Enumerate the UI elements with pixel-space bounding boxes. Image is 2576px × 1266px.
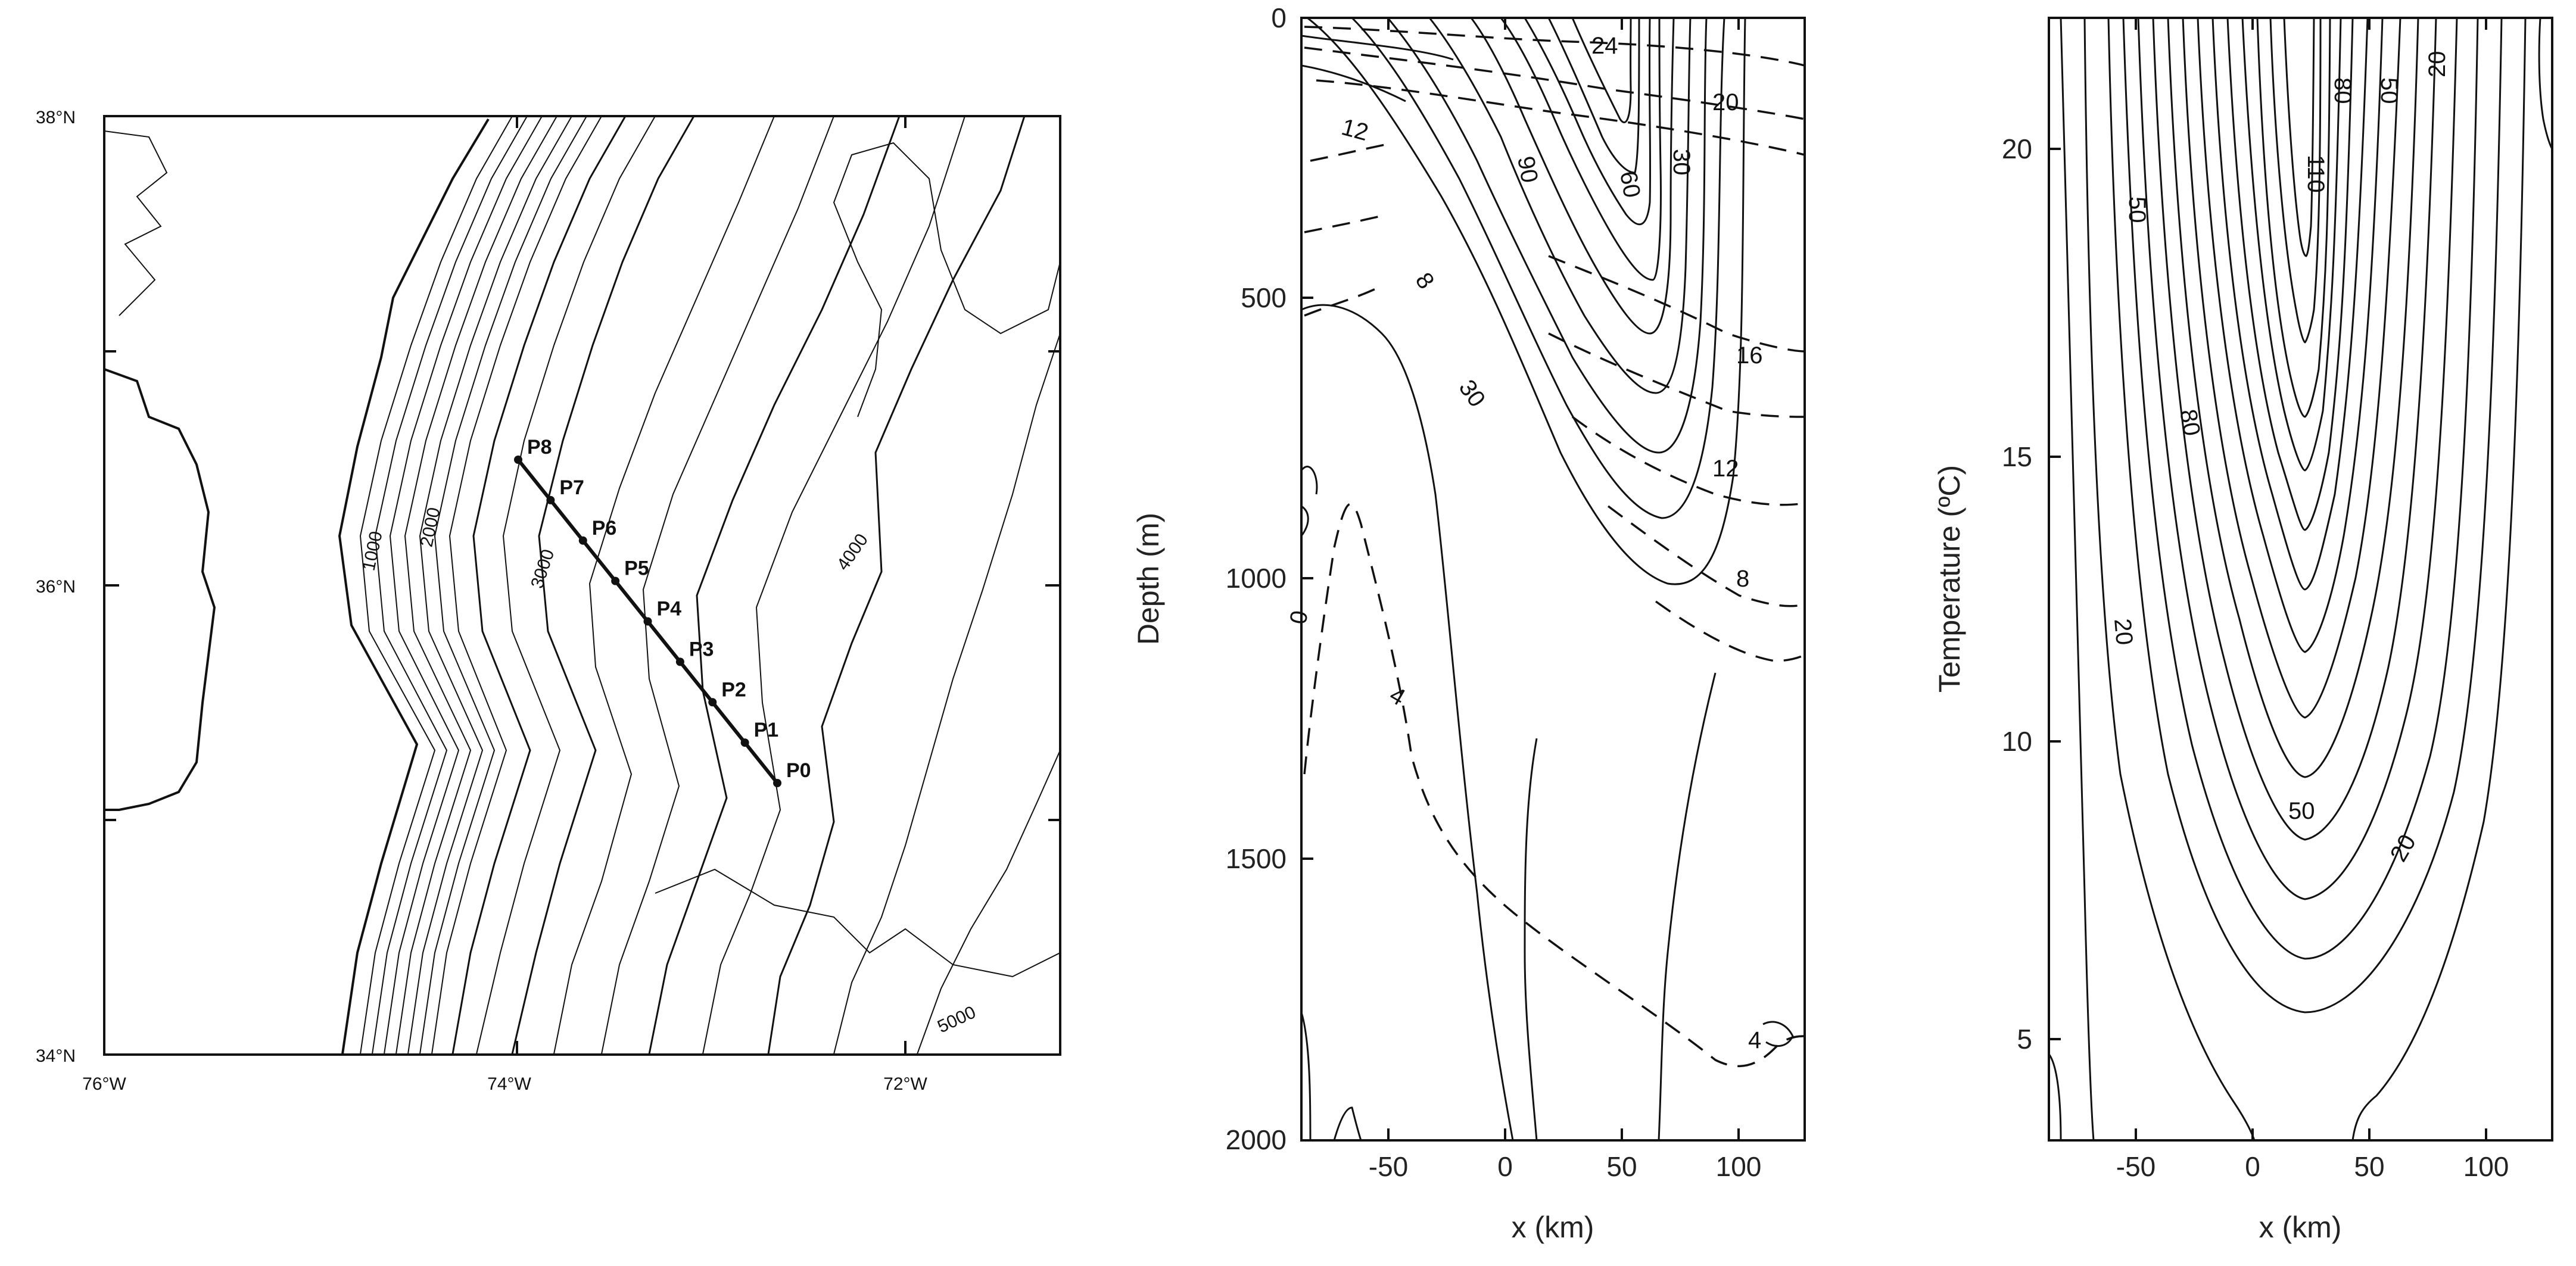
- depth-xtick-neg50: -50: [1369, 1151, 1408, 1182]
- depth-ytick-1000: 1000: [1226, 563, 1287, 594]
- inner-shore-detail: [104, 130, 168, 316]
- temp-contour-label-80-mid: 80: [2175, 407, 2205, 438]
- temperature-section-frame: [2048, 17, 2553, 1142]
- map-frame: [103, 115, 1061, 1056]
- bathymetry-map-panel: 38°N 36°N 34°N 76°W 74°W 72°W 1000 2000 …: [36, 108, 1061, 1094]
- lon-label-76: 76°W: [82, 1074, 126, 1094]
- depth-ytick-2000: 2000: [1226, 1124, 1287, 1155]
- station-label: P4: [657, 598, 682, 620]
- isobath-label-3000: 3000: [527, 547, 558, 591]
- temp-contour-label-20-top: 20: [2424, 51, 2450, 78]
- temperature-contours: [1303, 26, 1805, 1068]
- temp-xtick-100: 100: [2463, 1151, 2509, 1182]
- temperature-section-contours: [2049, 18, 2552, 1140]
- station-marker: [740, 738, 749, 747]
- shelf-isobaths: [359, 116, 695, 1055]
- station-label: P8: [527, 436, 552, 459]
- depth-vel-label-60: 60: [1615, 169, 1645, 199]
- station-label: P5: [624, 557, 649, 580]
- station-label: P6: [592, 517, 617, 540]
- depth-section-contours: [1301, 18, 1805, 1140]
- lon-label-74: 74°W: [487, 1074, 531, 1094]
- depth-vel-label-0: 0: [1285, 609, 1313, 626]
- isobath-label-2000: 2000: [417, 506, 444, 548]
- lat-label-38: 38°N: [36, 108, 76, 127]
- temperature-section-panel: 20 15 10 5 -50 0 50 100 Temperature (ºC)…: [1933, 17, 2553, 1244]
- depth-axis-ticks: [1301, 18, 1740, 1140]
- temperature-axis-ticks: [2049, 18, 2487, 1140]
- station-marker: [675, 657, 684, 666]
- depth-temp-label-4-right: 4: [1748, 1027, 1761, 1053]
- station-marker: [773, 779, 781, 787]
- isobath-label-5000: 5000: [935, 1002, 979, 1037]
- temp-xtick-neg50: -50: [2116, 1151, 2156, 1182]
- depth-ytick-0: 0: [1271, 2, 1287, 33]
- depth-temp-label-20: 20: [1712, 89, 1739, 116]
- temp-contour-label-50-top: 50: [2376, 77, 2402, 104]
- station-label: P3: [689, 638, 714, 660]
- temp-contour-label-20-bottom: 20: [2385, 830, 2421, 866]
- depth-temp-label-4-left: 4: [1385, 682, 1410, 711]
- depth-xtick-0: 0: [1497, 1151, 1513, 1182]
- depth-vel-label-30-top: 30: [1668, 149, 1695, 176]
- depth-vel-label-8: 8: [1410, 268, 1440, 294]
- isobath-label-4000: 4000: [833, 530, 872, 574]
- rise-isobaths: [553, 116, 1060, 1055]
- depth-temp-label-12: 12: [1712, 456, 1739, 482]
- temp-contour-label-110: 110: [2303, 155, 2329, 193]
- station-marker: [643, 617, 652, 626]
- temp-ytick-10: 10: [2002, 726, 2032, 757]
- temperature-ylabel: Temperature (ºC): [1933, 465, 1966, 693]
- station-marker: [578, 536, 587, 545]
- depth-temp-label-16: 16: [1736, 342, 1763, 369]
- temp-ytick-15: 15: [2002, 441, 2032, 472]
- depth-temp-label-12-left: 12: [1339, 114, 1371, 146]
- depth-section-frame: [1300, 17, 1806, 1142]
- station-marker: [514, 456, 522, 464]
- section-line: P8 P7 P6 P5 P4 P3 P2 P1 P0: [514, 436, 811, 787]
- temp-xtick-50: 50: [2354, 1151, 2384, 1182]
- map-content: [104, 116, 1060, 1055]
- station-label: P0: [786, 759, 811, 782]
- temp-ytick-5: 5: [2017, 1024, 2032, 1055]
- station-label: P7: [559, 476, 584, 499]
- depth-ytick-500: 500: [1241, 282, 1287, 313]
- map-frame-ticks: [104, 116, 1060, 1055]
- barrier-island: [338, 118, 490, 1055]
- depth-temp-label-24: 24: [1591, 33, 1618, 59]
- depth-ytick-1500: 1500: [1226, 843, 1287, 874]
- temperature-xlabel: x (km): [2259, 1211, 2342, 1244]
- station-marker: [611, 576, 620, 585]
- station-marker: [546, 495, 555, 504]
- depth-xtick-100: 100: [1716, 1151, 1762, 1182]
- temp-contour-label-50-left: 50: [2124, 197, 2150, 223]
- velocity-contours: [1301, 18, 1794, 1140]
- depth-ylabel: Depth (m): [1132, 513, 1165, 645]
- temp-ytick-20: 20: [2002, 133, 2032, 164]
- depth-vel-label-90: 90: [1512, 154, 1543, 185]
- depth-temp-label-8: 8: [1736, 566, 1749, 592]
- temp-contour-label-20-left: 20: [2109, 618, 2138, 646]
- depth-xlabel: x (km): [1512, 1211, 1594, 1244]
- temp-xtick-0: 0: [2245, 1151, 2260, 1182]
- temp-contour-label-50-bottom: 50: [2288, 798, 2315, 824]
- station-label: P1: [754, 719, 779, 741]
- station-label: P2: [721, 678, 746, 701]
- station-marker: [708, 698, 717, 707]
- temp-contour-label-80-top: 80: [2329, 77, 2356, 104]
- depth-vel-label-30: 30: [1454, 375, 1491, 412]
- isobath-label-1000: 1000: [359, 529, 387, 572]
- lon-label-72: 72°W: [883, 1074, 927, 1094]
- coastline: [104, 368, 216, 811]
- depth-xtick-50: 50: [1606, 1151, 1637, 1182]
- depth-section-panel: 0 500 1000 1500 2000 -50 0 50 100 Depth …: [1132, 2, 1806, 1244]
- lat-label-34: 34°N: [36, 1046, 76, 1066]
- lat-label-36: 36°N: [36, 577, 76, 597]
